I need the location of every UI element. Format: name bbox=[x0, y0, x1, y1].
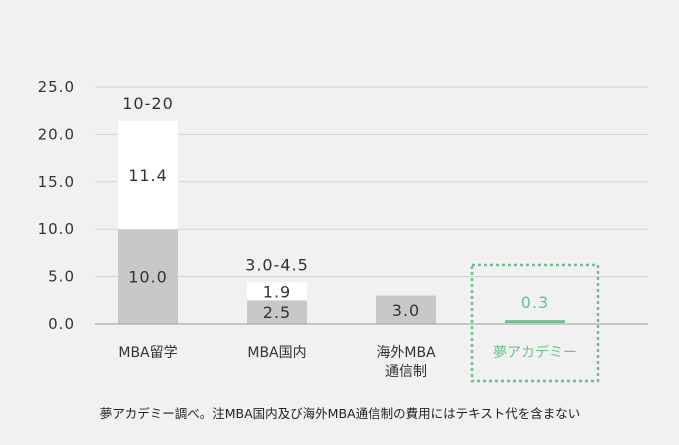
x-axis: MBA留学 MBA国内 海外MBA 通信制 夢アカデミー bbox=[95, 323, 648, 380]
y-tick-label: 25.0 bbox=[38, 78, 75, 96]
range-label: 3.0-4.5 bbox=[245, 255, 309, 274]
bar-segment bbox=[118, 121, 178, 230]
x-category-label: MBA留学 bbox=[118, 345, 177, 361]
bar-segment bbox=[118, 229, 178, 324]
bar-segment bbox=[247, 282, 307, 301]
footnote: 夢アカデミー調べ。注MBA国内及び海外MBA通信制の費用にはテキスト代を含まない bbox=[100, 406, 580, 421]
bar-segment bbox=[247, 300, 307, 324]
gridlines bbox=[95, 86, 648, 278]
y-tick-label: 5.0 bbox=[48, 268, 75, 286]
data-label: 0.3 bbox=[521, 293, 549, 312]
range-label: 10-20 bbox=[122, 94, 174, 113]
bar-segment bbox=[505, 320, 565, 323]
data-label: 1.9 bbox=[263, 282, 291, 301]
x-category-label: 通信制 bbox=[385, 364, 427, 380]
data-label: 11.4 bbox=[128, 166, 168, 185]
y-tick-label: 15.0 bbox=[38, 173, 75, 191]
x-category-label: 海外MBA bbox=[376, 345, 436, 361]
bars: 10.0 11.4 10-20 2.5 1.9 3.0-4.5 3.0 0.3 bbox=[118, 94, 600, 383]
data-label: 3.0 bbox=[392, 301, 420, 320]
bar-segment bbox=[376, 295, 436, 324]
data-label: 10.0 bbox=[128, 268, 168, 287]
x-category-label: MBA国内 bbox=[247, 345, 306, 361]
data-label: 2.5 bbox=[263, 303, 291, 322]
y-tick-label: 10.0 bbox=[38, 220, 75, 238]
x-category-label: 夢アカデミー bbox=[493, 344, 577, 361]
y-axis: 0.0 5.0 10.0 15.0 20.0 25.0 bbox=[38, 78, 75, 333]
y-tick-label: 20.0 bbox=[38, 125, 75, 143]
y-tick-label: 0.0 bbox=[48, 315, 75, 333]
highlight-box bbox=[470, 263, 600, 383]
